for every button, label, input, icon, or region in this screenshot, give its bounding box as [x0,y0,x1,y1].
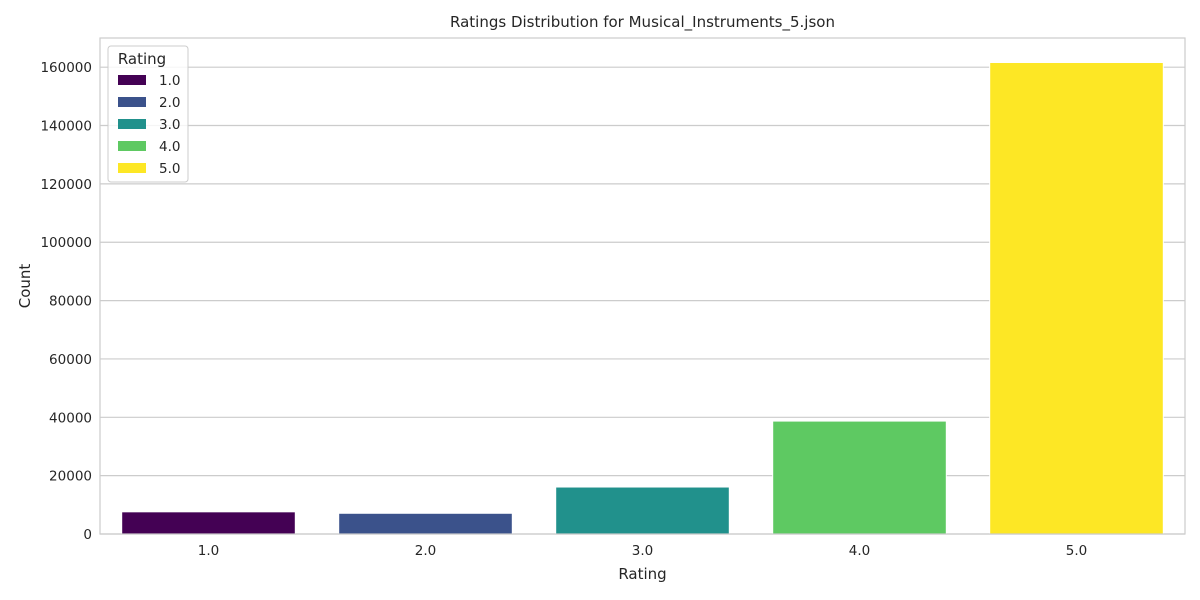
x-tick-label: 3.0 [632,543,653,559]
chart-title: Ratings Distribution for Musical_Instrum… [450,13,835,32]
x-axis-label: Rating [618,565,666,583]
x-tick-label: 2.0 [415,543,436,559]
bar-2.0 [338,512,513,535]
y-gridlines [100,66,1185,535]
y-tick-label: 160000 [40,60,92,76]
legend-label: 2.0 [159,95,180,111]
legend-swatch [118,75,146,85]
x-tick-label: 1.0 [198,543,219,559]
legend-label: 1.0 [159,73,180,89]
y-tick-label: 120000 [40,177,92,193]
legend-label: 5.0 [159,161,180,177]
bar-5.0 [989,62,1164,535]
x-tick-labels: 1.0 2.0 3.0 4.0 5.0 [198,543,1087,559]
y-tick-label: 40000 [49,410,92,426]
legend: Rating 1.0 2.0 3.0 4.0 5.0 [107,45,189,183]
legend-swatch [118,141,146,151]
legend-swatch [118,163,146,173]
legend-swatch [118,119,146,129]
x-tick-label: 4.0 [849,543,870,559]
legend-swatch [118,97,146,107]
y-tick-label: 20000 [49,469,92,485]
y-tick-label: 0 [83,527,92,543]
y-tick-labels: 0 20000 40000 60000 80000 100000 120000 140000 1… [40,60,92,543]
legend-items: 1.0 2.0 3.0 4.0 5.0 [118,73,180,177]
bar-3.0 [555,486,730,535]
y-tick-label: 140000 [40,119,92,135]
legend-label: 3.0 [159,117,180,133]
bars [121,62,1164,535]
y-tick-label: 80000 [49,294,92,310]
bar-1.0 [121,511,296,535]
y-tick-label: 60000 [49,352,92,368]
y-axis-label: Count [16,264,34,309]
legend-label: 4.0 [159,139,180,155]
legend-title: Rating [118,50,166,68]
plot-frame [99,37,1186,535]
x-tick-label: 5.0 [1066,543,1087,559]
bar-4.0 [772,420,947,535]
y-tick-label: 100000 [40,235,92,251]
